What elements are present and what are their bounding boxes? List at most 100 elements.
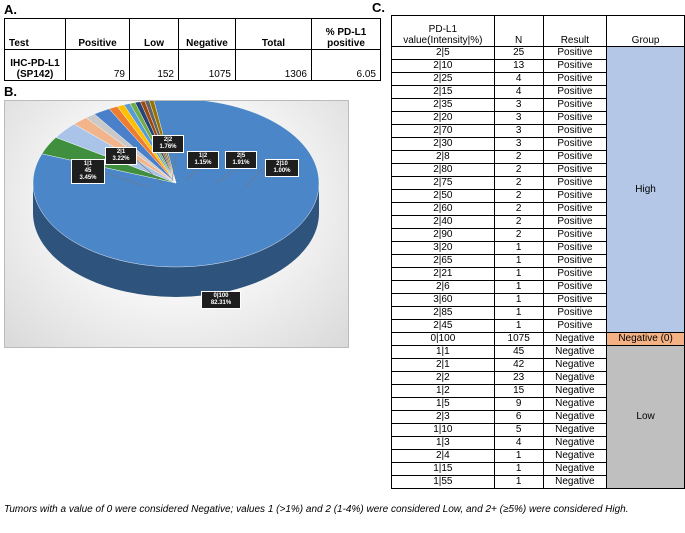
table-row: 2|8 2 Positive bbox=[391, 150, 685, 164]
pd-l1-value-cell: 2|85 bbox=[391, 306, 495, 320]
result-cell: Positive bbox=[542, 228, 608, 242]
pie-data-label: 2|5 1.91% bbox=[225, 151, 257, 169]
result-cell: Negative bbox=[542, 462, 608, 476]
pie-label-line: 2|10 bbox=[276, 161, 288, 167]
n-cell: 1075 bbox=[493, 332, 544, 346]
pie-leader-line bbox=[216, 166, 239, 184]
result-cell: Positive bbox=[542, 59, 608, 73]
pd-l1-value-cell: 2|30 bbox=[391, 137, 495, 151]
table-row: 2|80 2 Positive bbox=[391, 163, 685, 177]
n-cell: 6 bbox=[493, 410, 544, 424]
pd-l1-value-cell: 1|55 bbox=[391, 475, 495, 489]
pd-l1-value-cell: 2|4 bbox=[391, 449, 495, 463]
pie-data-label: 2|10 1.00% bbox=[265, 159, 299, 177]
n-cell: 5 bbox=[493, 423, 544, 437]
result-cell: Positive bbox=[542, 267, 608, 281]
pd-l1-value-cell: 0|100 bbox=[391, 332, 495, 346]
n-cell: 45 bbox=[493, 345, 544, 359]
n-cell: 4 bbox=[493, 72, 544, 86]
pd-l1-value-cell: 2|35 bbox=[391, 98, 495, 112]
pd-l1-value-cell: 2|1 bbox=[391, 358, 495, 372]
result-cell: Positive bbox=[542, 215, 608, 229]
result-cell: Positive bbox=[542, 202, 608, 216]
pd-l1-value-cell: 2|60 bbox=[391, 202, 495, 216]
n-cell: 3 bbox=[493, 124, 544, 138]
pd-l1-value-cell: 1|5 bbox=[391, 397, 495, 411]
n-cell: 2 bbox=[493, 150, 544, 164]
result-cell: Positive bbox=[542, 124, 608, 138]
group-negative: Negative (0) bbox=[606, 332, 685, 346]
pie-slice-side bbox=[33, 183, 319, 297]
result-cell: Negative bbox=[542, 449, 608, 463]
pie-label-line: 82.31% bbox=[210, 300, 232, 306]
result-cell: Positive bbox=[542, 111, 608, 125]
n-cell: 1 bbox=[493, 254, 544, 268]
table-row: 2|25 4 Positive bbox=[391, 72, 685, 86]
table-row: 2|75 2 Positive bbox=[391, 176, 685, 190]
n-cell: 3 bbox=[493, 98, 544, 112]
pie-data-label: 1|1 45 3.45% bbox=[71, 159, 105, 184]
pd-l1-value-cell: 2|3 bbox=[391, 410, 495, 424]
n-cell: 2 bbox=[493, 228, 544, 242]
pd-l1-value-cell: 2|20 bbox=[391, 111, 495, 125]
result-cell: Positive bbox=[542, 46, 608, 60]
pd-l1-value-cell: 2|21 bbox=[391, 267, 495, 281]
pd-l1-value-cell: 2|15 bbox=[391, 85, 495, 99]
pie-label-line: 1|2 bbox=[198, 153, 208, 159]
header-total: Total bbox=[235, 18, 312, 50]
n-cell: 2 bbox=[493, 163, 544, 177]
header-pd-l1-value: PD-L1 value(Intensity|%) bbox=[391, 15, 495, 47]
n-cell: 1 bbox=[493, 306, 544, 320]
pie-label-line: 3.45% bbox=[79, 175, 97, 181]
result-cell: Positive bbox=[542, 254, 608, 268]
n-cell: 2 bbox=[493, 176, 544, 190]
pd-l1-value-cell: 2|10 bbox=[391, 59, 495, 73]
result-cell: Positive bbox=[542, 85, 608, 99]
n-cell: 2 bbox=[493, 202, 544, 216]
n-cell: 1 bbox=[493, 293, 544, 307]
pd-l1-value-cell: 1|3 bbox=[391, 436, 495, 450]
table-row: 0|100 1075 Negative Negative (0) bbox=[391, 332, 685, 346]
pie-leader-line bbox=[98, 170, 149, 188]
pd-l1-value-cell: 2|70 bbox=[391, 124, 495, 138]
n-cell: 1 bbox=[493, 241, 544, 255]
n-cell: 1 bbox=[493, 449, 544, 463]
table-row: 2|60 2 Positive bbox=[391, 202, 685, 216]
pd-l1-value-cell: 2|80 bbox=[391, 163, 495, 177]
test-name-line1: IHC-PD-L1 bbox=[10, 58, 60, 69]
header-group: Group bbox=[606, 15, 685, 47]
result-cell: Negative bbox=[542, 345, 608, 359]
group-high: High bbox=[606, 46, 685, 333]
summary-value-row: IHC-PD-L1 (SP142) 79 152 1075 1306 6.05 bbox=[4, 49, 381, 81]
pie-label-line: 45 bbox=[84, 168, 92, 174]
pd-l1-value-cell: 2|50 bbox=[391, 189, 495, 203]
pie-slice bbox=[32, 101, 320, 268]
pd-l1-value-cell: 3|60 bbox=[391, 293, 495, 307]
pie-leader-line bbox=[184, 166, 201, 182]
table-row: 1|55 1 Negative bbox=[391, 475, 685, 489]
pie-label-line: 0|100 bbox=[213, 293, 229, 299]
result-cell: Negative bbox=[542, 384, 608, 398]
summary-header-row: Test Positive Low Negative Total % PD-L1… bbox=[4, 18, 381, 50]
header-test: Test bbox=[4, 18, 66, 50]
panel-a-label: A. bbox=[4, 2, 17, 17]
table-row: 2|4 1 Negative bbox=[391, 449, 685, 463]
table-row: 2|1 42 Negative bbox=[391, 358, 685, 372]
pd-l1-value-cell: 1|10 bbox=[391, 423, 495, 437]
n-cell: 9 bbox=[493, 397, 544, 411]
pd-l1-value-cell: 2|65 bbox=[391, 254, 495, 268]
result-cell: Negative bbox=[542, 475, 608, 489]
pie-data-label: 1|2 1.15% bbox=[187, 151, 219, 169]
result-cell: Positive bbox=[542, 150, 608, 164]
pie-data-label: 2|1 3.22% bbox=[105, 147, 137, 165]
n-cell: 1 bbox=[493, 462, 544, 476]
result-cell: Positive bbox=[542, 98, 608, 112]
value-low: 152 bbox=[129, 49, 179, 81]
pie-label-line: 1.15% bbox=[194, 160, 212, 166]
table-row: 2|5 25 Positive High bbox=[391, 46, 685, 333]
pie-data-label: 0|100 82.31% bbox=[201, 291, 241, 309]
header-n: N bbox=[493, 15, 544, 47]
table-row: 1|1 45 Negative Low bbox=[391, 345, 685, 489]
result-cell: Negative bbox=[542, 423, 608, 437]
pd-l1-value-cell: 1|2 bbox=[391, 384, 495, 398]
